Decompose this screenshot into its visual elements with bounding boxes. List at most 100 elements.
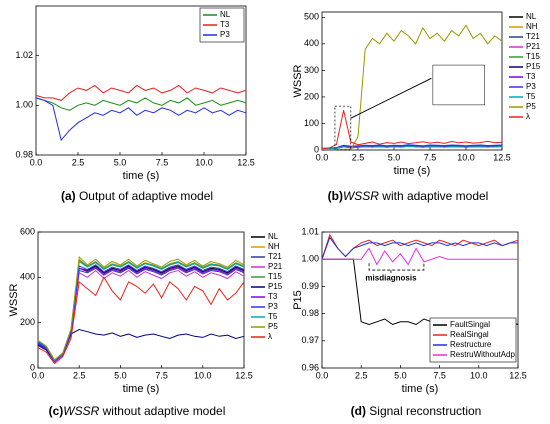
legend-label: P5 (526, 102, 536, 111)
y-tick-label: 1.01 (301, 226, 319, 236)
x-tick-label: 10.0 (194, 370, 212, 380)
series-line (37, 267, 245, 363)
y-tick-label: 0.97 (301, 335, 319, 345)
y-tick-label: 1.02 (15, 50, 33, 60)
y-tick-label: 0.99 (301, 281, 319, 291)
inset (432, 64, 485, 106)
caption: (b)WSSR with adaptive model (328, 189, 489, 203)
legend-label: P3 (220, 30, 230, 39)
x-tick-label: 7.5 (424, 152, 437, 162)
y-axis-label: P15 (292, 290, 304, 310)
plot-frame (37, 231, 245, 369)
legend-label: T3 (268, 292, 278, 301)
x-tick-label: 10.0 (457, 152, 475, 162)
y-tick-label: 100 (304, 118, 319, 128)
y-tick-label: 500 (304, 12, 319, 22)
x-tick-label: 0.0 (32, 370, 45, 380)
caption-label: (c) (49, 404, 64, 418)
series-line (37, 260, 245, 362)
x-tick-label: 5.0 (394, 370, 407, 380)
legend-label: λ (268, 332, 272, 341)
legend-label: FaultSingal (450, 320, 490, 329)
legend-label: RealSingal (450, 330, 489, 339)
legend-label: P21 (268, 262, 283, 271)
caption-italic: WSSR (343, 189, 379, 203)
x-tick-label: 5.0 (114, 157, 127, 167)
series-line (322, 258, 519, 326)
y-tick-label: 1.00 (301, 254, 319, 264)
x-tick-label: 12.5 (237, 157, 255, 167)
caption-label: (d) (351, 404, 366, 418)
legend-label: RestruWithoutAdp (450, 350, 515, 359)
caption-text: Signal reconstruction (366, 404, 481, 418)
y-tick-label: 0.98 (15, 149, 33, 159)
series-line (37, 266, 245, 363)
x-tick-label: 2.5 (73, 370, 86, 380)
caption-text: with adaptive model (379, 189, 488, 203)
x-axis-label: time (s) (123, 383, 160, 395)
plot-frame (35, 5, 247, 156)
x-axis-label: time (s) (394, 165, 431, 177)
x-tick-label: 2.5 (352, 152, 365, 162)
x-tick-label: 7.5 (433, 370, 446, 380)
plot-frame (321, 11, 503, 151)
legend-label: NL (220, 10, 231, 19)
y-tick-label: 400 (304, 38, 319, 48)
y-tick-label: 200 (304, 91, 319, 101)
zoom-arrow (350, 77, 432, 119)
caption-text: Output of adaptive model (76, 189, 213, 203)
zoom-box (334, 105, 352, 151)
y-axis-label: WSSR (292, 64, 304, 97)
caption-label: (b) (328, 189, 343, 203)
x-tick-label: 10.0 (470, 370, 488, 380)
series-line (35, 97, 247, 142)
legend-label: λ (526, 112, 530, 121)
y-tick-label: 300 (304, 65, 319, 75)
x-tick-label: 12.5 (493, 152, 511, 162)
series-line (37, 259, 245, 362)
x-tick-label: 2.5 (355, 370, 368, 380)
y-tick-label: 0.98 (301, 308, 319, 318)
x-tick-label: 5.0 (114, 370, 127, 380)
x-tick-label: 12.5 (235, 370, 253, 380)
series-line (37, 328, 245, 362)
legend-label: P5 (268, 322, 278, 331)
x-tick-label: 0.0 (316, 370, 329, 380)
legend-label: T5 (526, 92, 536, 101)
series-line (322, 24, 503, 150)
x-tick-label: 5.0 (388, 152, 401, 162)
series-line (37, 276, 245, 365)
series-line (321, 110, 503, 150)
legend-label: T21 (526, 32, 540, 41)
series-line (322, 247, 518, 266)
caption: (c)WSSR without adaptive model (49, 404, 226, 418)
legend-label: T3 (526, 72, 536, 81)
y-tick-label: 400 (20, 272, 35, 282)
caption-label: (a) (61, 189, 76, 203)
x-tick-label: 7.5 (156, 157, 169, 167)
caption: (d) Signal reconstruction (351, 404, 482, 418)
y-tick-label: 200 (20, 317, 35, 327)
caption-italic: WSSR (63, 404, 99, 418)
series-line (37, 269, 245, 364)
legend-label: NL (526, 12, 537, 21)
legend-label: T5 (268, 312, 278, 321)
series-line (37, 264, 245, 362)
y-tick-label: 1.00 (15, 100, 33, 110)
x-tick-label: 12.5 (509, 370, 527, 380)
x-axis-label: time (s) (402, 383, 439, 395)
legend-label: T15 (268, 272, 282, 281)
series-line (37, 265, 245, 362)
y-tick-label: 0 (314, 144, 319, 154)
plot-frame (321, 231, 519, 369)
legend-label: T3 (220, 20, 230, 29)
legend-label: P3 (268, 302, 278, 311)
caption: (a) Output of adaptive model (61, 189, 213, 203)
x-tick-label: 0.0 (316, 152, 329, 162)
x-axis-label: time (s) (123, 170, 160, 182)
series-line (35, 84, 247, 101)
legend-label: P3 (526, 82, 536, 91)
y-tick-label: 0.96 (301, 362, 319, 372)
legend-label: P15 (526, 62, 541, 71)
